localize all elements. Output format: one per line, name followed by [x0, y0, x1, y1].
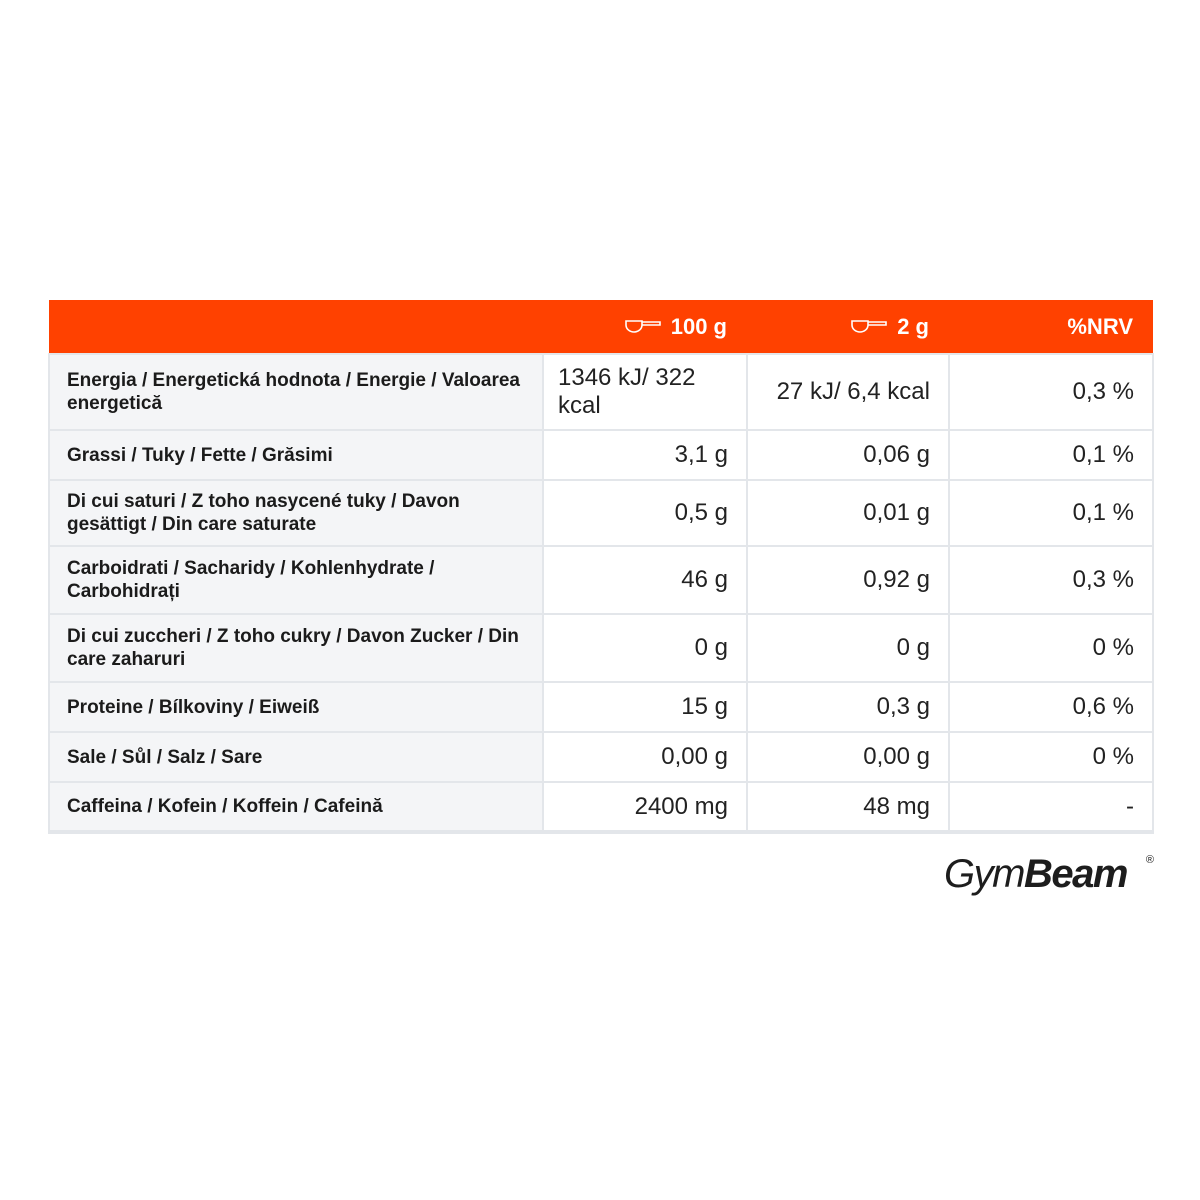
value-nrv: 0,3 %: [948, 353, 1154, 431]
header-per-2g-label: 2 g: [897, 313, 929, 339]
table-header-row: 100 g 2 g %NRV: [49, 300, 1153, 354]
value-nrv: 0,3 %: [948, 545, 1154, 615]
value-nrv: 0 %: [948, 731, 1154, 783]
nutrient-label: Carboidrati / Sacharidy / Kohlenhydrate …: [48, 545, 544, 615]
header-nutrient: [49, 300, 543, 354]
nutrient-label: Energia / Energetická hodnota / Energie …: [48, 353, 544, 431]
value-per-2g: 0,3 g: [746, 681, 950, 733]
header-per-100g: 100 g: [543, 300, 747, 354]
value-per-100g: 2400 mg: [542, 781, 748, 834]
logo-text-gym: Gym: [944, 852, 1025, 896]
value-per-2g: 0,01 g: [746, 479, 950, 547]
value-per-100g: 15 g: [542, 681, 748, 733]
nutrient-label: Sale / Sůl / Salz / Sare: [48, 731, 544, 783]
value-per-2g: 0 g: [746, 613, 950, 683]
table-row: Sale / Sůl / Salz / Sare 0,00 g 0,00 g 0…: [48, 731, 1154, 783]
nutrient-label: Caffeina / Kofein / Koffein / Cafeină: [48, 781, 544, 834]
table-row: Grassi / Tuky / Fette / Grăsimi 3,1 g 0,…: [48, 429, 1154, 481]
value-per-2g: 0,06 g: [746, 429, 950, 481]
value-per-100g: 1346 kJ/ 322 kcal: [542, 353, 748, 431]
header-per-100g-label: 100 g: [670, 313, 727, 339]
value-nrv: 0,1 %: [948, 479, 1154, 547]
nutrient-label: Grassi / Tuky / Fette / Grăsimi: [48, 429, 544, 481]
scoop-icon: [851, 313, 888, 339]
value-per-100g: 3,1 g: [542, 429, 748, 481]
value-per-100g: 0,5 g: [542, 479, 748, 547]
nutrient-label: Proteine / Bílkoviny / Eiweiß: [48, 681, 544, 733]
nutrition-table-container: 100 g 2 g %NRV Energia / Energetická hod…: [48, 300, 1154, 834]
nutrient-label: Di cui zuccheri / Z toho cukry / Davon Z…: [48, 613, 544, 683]
table-row: Energia / Energetická hodnota / Energie …: [48, 353, 1154, 431]
header-per-2g: 2 g: [747, 300, 949, 354]
value-per-2g: 27 kJ/ 6,4 kcal: [746, 353, 950, 431]
table-row: Di cui saturi / Z toho nasycené tuky / D…: [48, 479, 1154, 547]
table-row: Di cui zuccheri / Z toho cukry / Davon Z…: [48, 613, 1154, 683]
value-per-2g: 0,00 g: [746, 731, 950, 783]
nutrient-label: Di cui saturi / Z toho nasycené tuky / D…: [48, 479, 544, 547]
value-per-2g: 48 mg: [746, 781, 950, 834]
value-per-100g: 0 g: [542, 613, 748, 683]
table-row: Proteine / Bílkoviny / Eiweiß 15 g 0,3 g…: [48, 681, 1154, 733]
table-row: Carboidrati / Sacharidy / Kohlenhydrate …: [48, 545, 1154, 615]
value-per-100g: 46 g: [542, 545, 748, 615]
gymbeam-logo: GymBeam ®: [944, 852, 1154, 904]
scoop-icon: [624, 313, 661, 339]
table-row: Caffeina / Kofein / Koffein / Cafeină 24…: [48, 781, 1154, 834]
value-nrv: 0 %: [948, 613, 1154, 683]
value-per-2g: 0,92 g: [746, 545, 950, 615]
registered-mark: ®: [1145, 854, 1154, 866]
value-nrv: 0,1 %: [948, 429, 1154, 481]
value-per-100g: 0,00 g: [542, 731, 748, 783]
value-nrv: -: [948, 781, 1154, 834]
header-nrv: %NRV: [1067, 313, 1133, 339]
logo-text-beam: Beam: [1023, 852, 1128, 896]
value-nrv: 0,6 %: [948, 681, 1154, 733]
nutrition-table: 100 g 2 g %NRV Energia / Energetická hod…: [48, 300, 1154, 834]
